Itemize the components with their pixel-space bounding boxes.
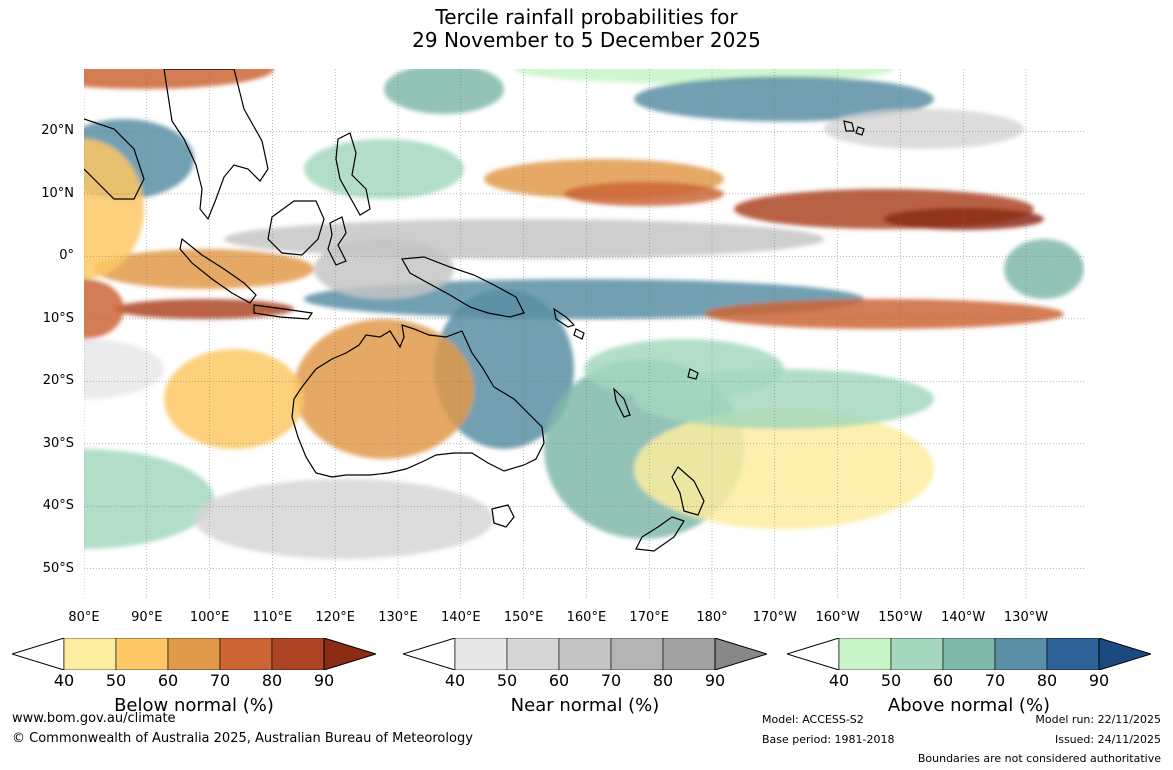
shading-region-20 [194,479,494,559]
shading-region-16 [294,319,474,459]
longitude-label: 90°E [131,610,163,625]
shading-region-6 [564,182,724,206]
colorbar-tick-label: 60 [548,671,570,690]
shading-region-28 [634,369,934,429]
colorbar-tick-label: 60 [932,671,954,690]
probability-shading [84,69,1084,559]
colorbar-tick-label: 90 [704,671,726,690]
copyright-notice: © Commonwealth of Australia 2025, Austra… [12,731,473,746]
colorbar-tick-label: 60 [157,671,179,690]
shading-region-23 [84,279,124,339]
longitude-label: 110°E [252,610,293,625]
colorbar-tick-label: 50 [880,671,902,690]
colorbar-tick-label: 70 [984,671,1006,690]
base-period: Base period: 1981-2018 [762,733,895,746]
longitude-label: 130°W [1003,610,1049,625]
latitude-label: 50°S [42,560,74,576]
latitude-label: 30°S [42,435,74,451]
website-link[interactable]: www.bom.gov.au/climate [12,711,176,726]
issued-date: Issued: 24/11/2025 [1054,733,1161,746]
colorbar-tick-label: 40 [53,671,75,690]
shading-region-9 [884,208,1044,230]
longitude-label: 150°E [503,610,544,625]
coastlines [84,69,865,552]
longitude-label: 130°E [378,610,418,625]
model-run-date: Model run: 22/11/2025 [1035,713,1161,726]
latitude-label: 40°S [42,498,74,514]
colorbar-title: Below normal (%) [114,695,274,716]
colorbar-tick-label: 90 [313,671,335,690]
shading-region-0 [84,69,274,89]
shading-region-24 [824,109,1024,149]
longitude-label: 150°W [878,610,923,625]
longitude-label: 100°E [189,610,230,625]
longitude-label: 80°E [68,610,100,625]
colorbar-1 [403,638,767,670]
map-canvas [84,69,1085,600]
graticule [84,69,1085,600]
colorbar-title: Above normal (%) [887,695,1051,716]
longitude-label: 170°W [752,610,797,625]
shading-region-13 [704,299,1064,329]
colorbar-tick-label: 40 [828,671,850,690]
longitude-label: 170°E [629,610,669,625]
colorbar-tick-label: 70 [209,671,231,690]
latitude-label: 20°S [42,373,74,389]
longitude-label: 160°W [815,610,860,625]
shading-region-3 [634,76,934,122]
shading-region-17 [164,349,304,449]
shading-region-18 [634,409,934,529]
longitude-label: 120°E [315,610,355,625]
shading-region-19 [84,449,214,549]
shading-region-11 [114,299,294,319]
shading-region-25 [1004,239,1084,299]
colorbar-tick-label: 50 [496,671,518,690]
latitude-label: 0° [59,248,74,264]
latitude-label: 10°N [41,185,74,201]
shading-region-2 [384,69,504,114]
colorbar-0 [12,638,376,670]
shading-region-10 [94,249,314,289]
shading-region-29 [84,339,164,399]
rainfall-probability-map [84,69,1085,600]
shading-region-26 [314,239,454,299]
shading-region-7 [224,219,824,259]
shading-region-21 [84,139,144,279]
colorbar-title: Near normal (%) [510,695,660,716]
shading-region-22 [304,139,464,199]
colorbar-tick-label: 40 [444,671,466,690]
longitude-label: 140°W [941,610,986,625]
longitude-label: 140°E [441,610,481,625]
colorbar-tick-label: 80 [652,671,674,690]
boundary-disclaimer: Boundaries are not considered authoritat… [917,752,1161,765]
colorbar-tick-label: 80 [1036,671,1058,690]
longitude-label: 180° [696,610,728,625]
longitude-label: 160°E [566,610,607,625]
map-title-line1: Tercile rainfall probabilities for [435,5,738,29]
colorbar-tick-label: 80 [261,671,283,690]
latitude-label: 10°S [42,310,74,326]
model-name: Model: ACCESS-S2 [762,713,864,726]
latitude-label: 20°N [41,123,74,139]
colorbar-tick-label: 50 [105,671,127,690]
colorbar-tick-label: 90 [1088,671,1110,690]
colorbar-2 [787,638,1151,670]
colorbar-tick-label: 70 [600,671,622,690]
map-title-line2: 29 November to 5 December 2025 [412,28,761,52]
